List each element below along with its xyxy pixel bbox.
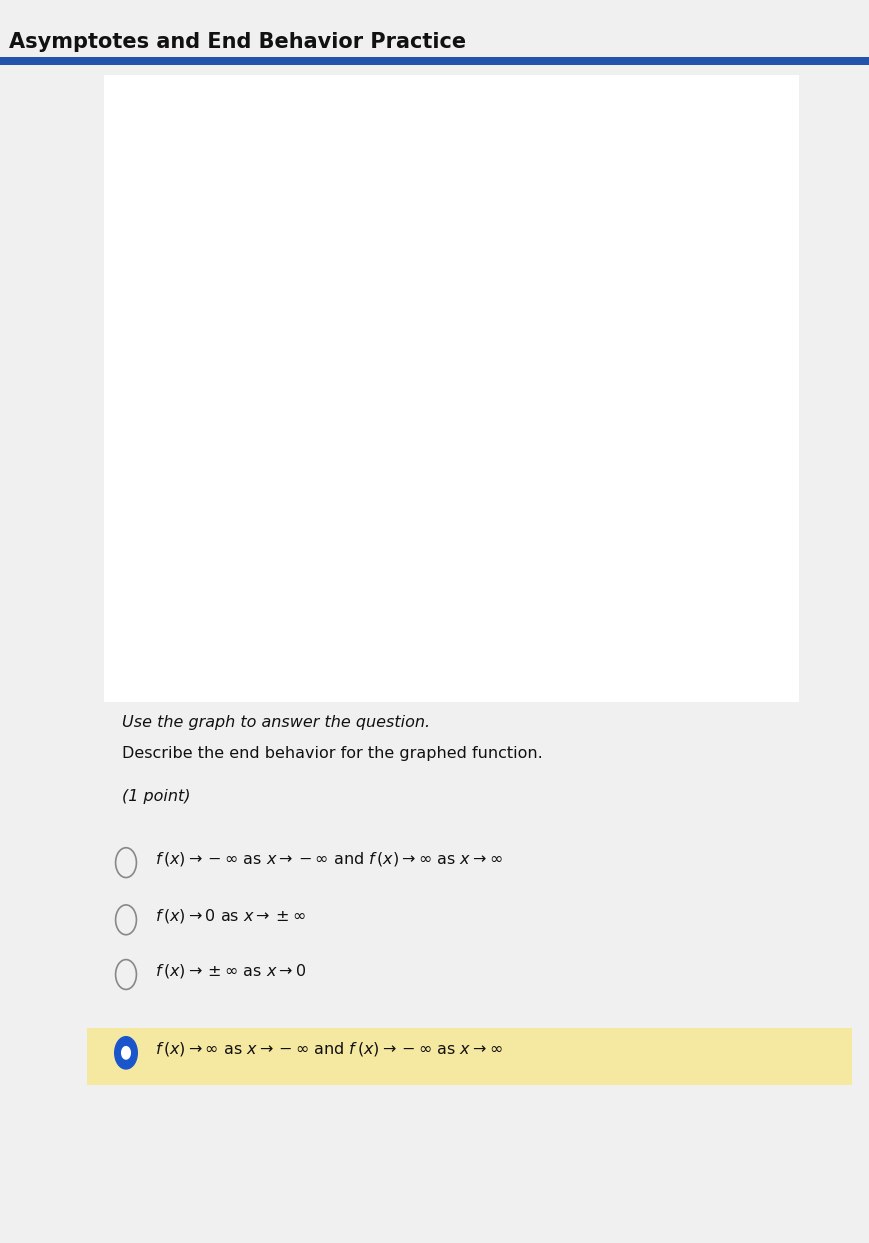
Text: y: y xyxy=(476,106,485,121)
Text: 0: 0 xyxy=(446,398,454,410)
Text: x: x xyxy=(773,354,782,369)
Text: 10: 10 xyxy=(740,398,756,410)
Text: $f\,(x)\rightarrow 0$ as $x\rightarrow\pm\infty$: $f\,(x)\rightarrow 0$ as $x\rightarrow\p… xyxy=(155,907,305,925)
Text: $f\,(x)\rightarrow\infty$ as $x\rightarrow-\infty$ and $f\,(x)\rightarrow-\infty: $f\,(x)\rightarrow\infty$ as $x\rightarr… xyxy=(155,1040,502,1058)
Text: Describe the end behavior for the graphed function.: Describe the end behavior for the graphe… xyxy=(122,746,542,761)
Text: $f\,(x)\rightarrow\pm\infty$ as $x\rightarrow 0$: $f\,(x)\rightarrow\pm\infty$ as $x\right… xyxy=(155,962,306,979)
Text: 10: 10 xyxy=(438,124,454,138)
Text: 5: 5 xyxy=(446,250,454,264)
Text: 5: 5 xyxy=(602,398,611,410)
Text: Use the graph to answer the question.: Use the graph to answer the question. xyxy=(122,715,430,730)
Text: -10: -10 xyxy=(171,398,192,410)
Text: (1 point): (1 point) xyxy=(122,789,190,804)
Text: Asymptotes and End Behavior Practice: Asymptotes and End Behavior Practice xyxy=(9,32,466,52)
Text: -10: -10 xyxy=(434,626,454,640)
Text: $f\,(x)\rightarrow-\infty$ as $x\rightarrow-\infty$ and $f\,(x)\rightarrow\infty: $f\,(x)\rightarrow-\infty$ as $x\rightar… xyxy=(155,850,502,868)
Text: -5: -5 xyxy=(441,501,454,515)
Text: -5: -5 xyxy=(317,398,329,410)
